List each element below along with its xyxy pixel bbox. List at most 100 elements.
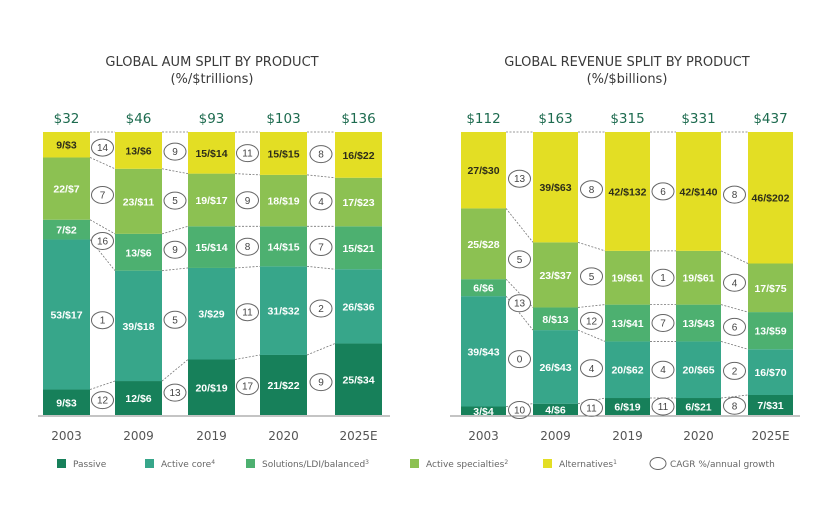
bar-segment-label: 17/$23 [342, 197, 374, 209]
connector-line [234, 173, 261, 176]
connector-line [234, 354, 261, 360]
cagr-value: 1 [660, 273, 666, 284]
bar-segment-label: 13/$6 [125, 247, 151, 259]
cagr-value: 9 [172, 245, 178, 256]
bar-segment-label: 42/$140 [680, 186, 718, 198]
cagr-value: 4 [589, 364, 595, 375]
cagr-badge [163, 310, 187, 329]
bar-segment-passive [115, 381, 162, 415]
bar-segment-active-core [676, 341, 721, 399]
bar-total-label: $112 [466, 111, 500, 127]
x-tick-label: 2009 [123, 429, 154, 443]
bar-segment-label: 25/$34 [342, 374, 374, 386]
cagr-value: 12 [97, 396, 109, 407]
cagr-badge [236, 237, 259, 256]
bar-segment-label: 12/$6 [125, 393, 151, 405]
connector-line [577, 304, 606, 308]
cagr-badge [508, 401, 531, 420]
bar-segment-label: 20/$19 [195, 382, 227, 394]
bar-segment-label: 6/$21 [685, 402, 711, 414]
bar-segment-label: 23/$37 [539, 270, 571, 282]
cagr-badge [508, 169, 531, 188]
bar-segment-label: 31/$32 [267, 306, 299, 318]
bar-segment-passive [748, 394, 793, 415]
bar-segment-label: 20/$65 [682, 365, 714, 377]
bar-segment-solutions-ldi-balanced [533, 307, 578, 331]
bar-segment-active-specialties [188, 173, 235, 227]
bar-segment-active-core [605, 341, 650, 399]
connector-line [720, 394, 749, 399]
bar-segment-alternatives [533, 132, 578, 243]
bar-segment-active-core [461, 296, 506, 407]
bar-segment-passive [461, 406, 506, 415]
connector-line [234, 265, 261, 269]
bar-segment-label: 13/$43 [682, 318, 714, 330]
x-tick-label: 2003 [468, 429, 499, 443]
cagr-badge [163, 142, 187, 161]
cagr-badge [309, 238, 333, 257]
cagr-badge [723, 185, 746, 204]
bar-segment-solutions-ldi-balanced [461, 279, 506, 297]
cagr-badge [580, 180, 603, 199]
bar-segment-label: 4/$6 [545, 404, 566, 416]
cagr-value: 5 [172, 196, 178, 207]
bar-segment-label: 21/$22 [267, 380, 299, 392]
bar-segment-active-core [43, 239, 90, 390]
connector-line [89, 239, 116, 271]
bar-segment-label: 25/$28 [467, 239, 499, 251]
cagr-value: 4 [660, 365, 666, 376]
connector-line [89, 219, 116, 235]
cagr-badge [651, 397, 675, 416]
connector-line [161, 225, 189, 235]
bar-segment-active-core [260, 266, 307, 355]
legend: Passive Active core4 Solutions/LDI/balance… [57, 457, 775, 470]
connector-line [306, 265, 336, 270]
bar-segment-solutions-ldi-balanced [43, 219, 90, 240]
bar-segment-active-specialties [676, 250, 721, 305]
cagr-badge [309, 145, 333, 164]
legend-item-cagr: CAGR %/annual growth [649, 457, 775, 470]
connector-line [161, 359, 189, 382]
connector-line [720, 304, 749, 313]
cagr-badge [236, 377, 259, 396]
cagr-value: 14 [97, 143, 109, 154]
legend-item: Passive [57, 459, 107, 470]
bar-total-label: $32 [54, 111, 80, 127]
cagr-value: 5 [172, 315, 178, 326]
bar-total-label: $315 [610, 111, 644, 127]
bar-segment-alternatives [605, 132, 650, 251]
cagr-value: 9 [318, 378, 324, 389]
x-tick-label: 2019 [196, 429, 227, 443]
connector-line [720, 250, 749, 264]
bar-segment-passive [676, 398, 721, 415]
cagr-badge [91, 391, 114, 410]
bar-segment-passive [533, 403, 578, 415]
bar-segment-active-specialties [605, 250, 650, 305]
bar-segment-active-specialties [43, 157, 90, 220]
connector-line [89, 157, 116, 170]
bar-segment-solutions-ldi-balanced [676, 304, 721, 342]
bar-segment-label: 13/$41 [611, 318, 643, 330]
cagr-value: 7 [660, 319, 666, 330]
legend-swatch [145, 459, 154, 468]
bar-segment-solutions-ldi-balanced [115, 233, 162, 271]
legend-item: Active core4 [145, 459, 215, 470]
bar-segment-alternatives [335, 132, 382, 178]
cagr-value: 11 [242, 149, 253, 160]
bar-segment-label: 15/$14 [195, 242, 227, 254]
bar-segment-label: 46/$202 [752, 193, 790, 205]
legend-label: Active core4 [161, 459, 215, 470]
cagr-value: 8 [245, 242, 251, 253]
cagr-badge [163, 383, 187, 402]
bar-segment-label: 39/$18 [122, 321, 154, 333]
cagr-badge [580, 311, 603, 330]
bar-total-label: $46 [126, 111, 152, 127]
bar-segment-solutions-ldi-balanced [748, 312, 793, 350]
bar-segment-label: 19/$61 [682, 273, 714, 285]
cagr-badge [163, 191, 187, 210]
bar-total-label: $163 [538, 111, 572, 127]
bar-segment-label: 27/$30 [467, 165, 499, 177]
connector-line [306, 174, 336, 179]
bar-segment-label: 9/$3 [56, 140, 77, 152]
